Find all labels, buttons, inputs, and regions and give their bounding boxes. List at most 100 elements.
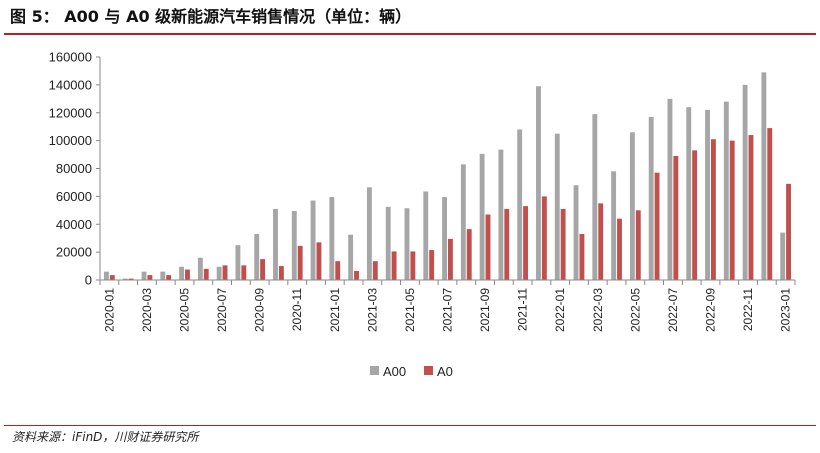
bar-a0-2021-02: [354, 270, 359, 280]
bar-a0-2022-05: [635, 210, 641, 280]
bar-a00-2021-02: [348, 234, 354, 280]
bar-a00-2022-06: [648, 116, 654, 281]
bar-a00-2020-10: [273, 208, 278, 280]
bar-a00-2022-01: [554, 133, 560, 280]
bar-a00-2020-09: [254, 234, 260, 280]
y-tick-label: 160000: [49, 50, 92, 65]
legend-label-a00: A00: [383, 364, 406, 379]
x-tick-label: 2022-03: [591, 288, 605, 332]
x-tick-label: 2023-01: [779, 288, 793, 332]
bar-a00-2020-08: [235, 245, 241, 280]
x-tick-label: 2020-09: [253, 288, 267, 332]
bar-chart: 0 20000 40000 60000 80000 100000 120000 140000 1…: [49, 50, 796, 379]
legend: A00 A0: [370, 364, 453, 379]
legend-label-a0: A0: [437, 364, 453, 379]
source-divider: [4, 425, 816, 426]
bar-a0-2020-12: [316, 242, 322, 280]
bar-a0-2022-01: [560, 208, 566, 280]
y-tick-label: 120000: [49, 105, 92, 120]
bar-a00-2020-06: [197, 257, 203, 280]
bar-a0-2022-04: [617, 218, 622, 280]
bar-a00-2021-10: [498, 149, 504, 280]
chart-title: 图 5： A00 与 A0 级新能源汽车销售情况（单位：辆）: [10, 7, 412, 26]
bar-a00-2021-06: [423, 191, 429, 280]
bar-a00-2020-11: [291, 211, 297, 280]
y-tick-label: 20000: [56, 245, 92, 260]
bar-a00-2021-08: [460, 164, 466, 280]
bar-a00-2021-11: [517, 129, 523, 280]
bar-a00-2020-01: [104, 271, 109, 280]
x-tick-label: 2022-01: [553, 288, 567, 332]
x-tick-label: 2020-11: [290, 288, 304, 331]
bar-a00-2022-02: [573, 185, 579, 280]
bar-a00-2022-03: [592, 114, 598, 280]
bar-a0-2021-05: [410, 251, 416, 280]
bar-a00-2022-08: [686, 107, 692, 280]
bar-a0-2020-02: [128, 278, 134, 280]
bar-a0-2021-09: [485, 214, 491, 280]
bar-a00-2020-07: [216, 266, 222, 280]
x-tick-label: 2020-05: [178, 288, 192, 332]
bar-a0-2022-06: [654, 172, 660, 280]
bar-a00-2021-01: [329, 197, 335, 280]
bar-a00-2022-05: [629, 132, 635, 280]
bar-a00-2022-11: [742, 84, 748, 281]
x-tick-label: 2021-01: [328, 288, 342, 332]
legend-swatch-a0: [424, 366, 433, 375]
bar-a0-2021-12: [541, 196, 547, 281]
bar-a00-2023-01: [780, 232, 786, 280]
x-tick-label: 2022-09: [703, 288, 717, 332]
x-tick-label: 2021-03: [365, 288, 379, 332]
bar-a0-2021-08: [466, 229, 472, 280]
x-tick-label: 2020-01: [102, 288, 116, 332]
x-tick-label: 2021-11: [516, 288, 530, 331]
bar-a0-2022-07: [673, 155, 679, 280]
bar-a00-2020-02: [122, 278, 128, 280]
y-tick-label: 80000: [56, 161, 92, 176]
bar-a00-2022-09: [705, 109, 710, 281]
bar-a0-2021-01: [335, 261, 341, 280]
bar-a0-2020-11: [297, 245, 303, 280]
x-tick-label: 2022-07: [666, 288, 680, 332]
bar-a0-2020-08: [241, 265, 247, 280]
x-tick-label: 2021-05: [403, 288, 417, 332]
bar-a0-2020-06: [203, 268, 209, 280]
x-tick-label: 2022-05: [628, 288, 642, 332]
x-tick-label: 2021-09: [478, 288, 492, 332]
y-tick-label: 140000: [49, 77, 92, 92]
x-tick-label: 2020-07: [215, 288, 229, 332]
bar-a0-2022-12: [767, 128, 773, 280]
x-axis: 2020-01 2020-03 2020-05 2020-07 2020-09 2020-…: [99, 279, 796, 332]
bar-a0-2022-02: [579, 234, 585, 280]
bar-a0-2020-05: [185, 269, 190, 280]
bar-a0-2022-10: [729, 140, 735, 281]
x-tick-label: 2022-11: [741, 288, 755, 331]
title-divider: [4, 33, 816, 35]
bar-a00-2021-05: [404, 208, 410, 280]
bar-a0-2020-07: [222, 265, 228, 280]
bar-a0-2021-04: [391, 251, 397, 280]
bar-a0-2020-03: [147, 275, 153, 280]
x-tick-label: 2020-03: [140, 288, 154, 332]
bar-a0-2020-01: [109, 275, 115, 280]
bar-a0-2020-10: [278, 266, 284, 280]
bar-a0-2022-03: [598, 203, 604, 280]
bar-a00-2021-09: [479, 153, 485, 280]
bar-a0-2021-10: [504, 208, 510, 280]
y-tick-label: 60000: [56, 189, 92, 204]
bar-series-group: [104, 72, 791, 281]
legend-swatch-a00: [370, 366, 379, 375]
bar-a0-2021-11: [523, 206, 529, 280]
bar-a0-2021-03: [372, 261, 378, 280]
bar-a00-2020-04: [160, 271, 166, 280]
bar-a00-2022-07: [667, 98, 673, 280]
bar-a00-2020-12: [310, 200, 316, 280]
y-axis: 0 20000 40000 60000 80000 100000 120000 140000 1…: [49, 50, 101, 288]
y-tick-label: 100000: [49, 133, 92, 148]
bar-a00-2020-05: [179, 266, 185, 280]
source-note: 资料来源：iFinD，川财证券研究所: [12, 430, 199, 444]
y-tick-label: 40000: [56, 217, 92, 232]
bar-a0-2020-04: [166, 275, 172, 280]
y-tick-label: 0: [85, 273, 92, 288]
bar-a0-2022-11: [748, 135, 754, 280]
